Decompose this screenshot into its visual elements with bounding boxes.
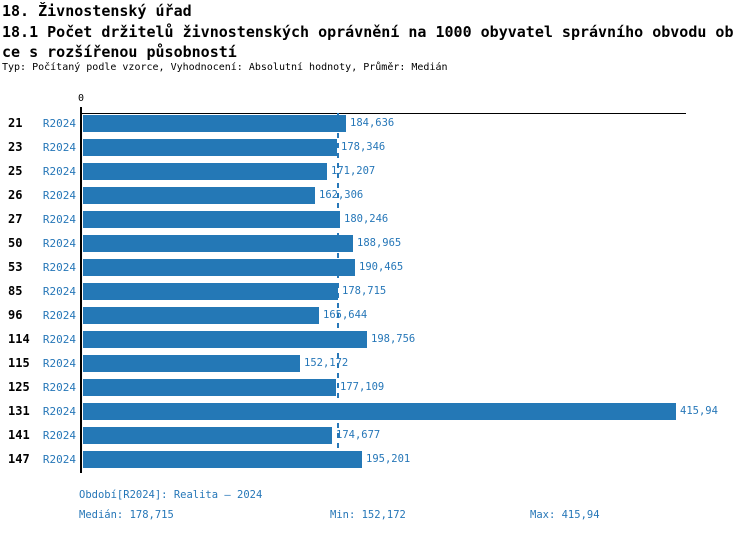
chart-row: 27 R2024 180,246 [0, 209, 750, 233]
chart-row: 115 R2024 152,172 [0, 353, 750, 377]
bar [83, 115, 346, 132]
x-axis-top-line [80, 113, 686, 114]
row-series-label: R2024 [42, 165, 76, 178]
median-dashed-line [337, 113, 339, 473]
row-series-label: R2024 [42, 453, 76, 466]
chart-row: 131 R2024 415,94 [0, 401, 750, 425]
row-category-label: 114 [8, 332, 30, 346]
bar [83, 259, 355, 276]
bar-value-label: 174,677 [336, 429, 381, 441]
page-subtitle-line1: 18.1 Počet držitelů živnostenských opráv… [2, 23, 734, 41]
bar [83, 163, 327, 180]
bar-value-label: 190,465 [359, 261, 404, 273]
row-series-label: R2024 [42, 141, 76, 154]
bar [83, 235, 353, 252]
chart-row: 21 R2024 184,636 [0, 113, 750, 137]
row-category-label: 21 [8, 116, 23, 130]
row-series-label: R2024 [42, 117, 76, 130]
row-series-label: R2024 [42, 333, 76, 346]
bar-value-label: 152,172 [304, 357, 349, 369]
row-category-label: 27 [8, 212, 23, 226]
footer-median-label: Medián: 178,715 [79, 509, 174, 521]
chart-row: 141 R2024 174,677 [0, 425, 750, 449]
bar-value-label: 177,109 [340, 381, 385, 393]
bar [83, 451, 362, 468]
bar-value-label: 184,636 [350, 117, 395, 129]
row-category-label: 115 [8, 356, 30, 370]
bar-value-label: 165,644 [323, 309, 368, 321]
row-category-label: 50 [8, 236, 23, 250]
chart-row: 23 R2024 178,346 [0, 137, 750, 161]
page-title: 18. Živnostenský úřad [2, 2, 192, 20]
row-series-label: R2024 [42, 429, 76, 442]
bar [83, 331, 367, 348]
page-subtitle-line2: ce s rozšířenou působností [2, 43, 237, 61]
page-subtitle: 18.1 Počet držitelů živnostenských opráv… [2, 22, 734, 62]
bar-value-label: 180,246 [344, 213, 389, 225]
bar [83, 427, 332, 444]
bar [83, 139, 337, 156]
bar [83, 355, 300, 372]
bar [83, 283, 338, 300]
row-series-label: R2024 [42, 381, 76, 394]
bar [83, 379, 336, 396]
row-category-label: 85 [8, 284, 23, 298]
row-category-label: 23 [8, 140, 23, 154]
y-axis-line [80, 107, 82, 473]
bar-value-label: 195,201 [366, 453, 411, 465]
row-series-label: R2024 [42, 285, 76, 298]
row-category-label: 147 [8, 452, 30, 466]
row-series-label: R2024 [42, 357, 76, 370]
bar-value-label: 198,756 [371, 333, 416, 345]
row-series-label: R2024 [42, 237, 76, 250]
chart-row: 96 R2024 165,644 [0, 305, 750, 329]
meta-line: Typ: Počítaný podle vzorce, Vyhodnocení:… [2, 62, 448, 73]
row-series-label: R2024 [42, 405, 76, 418]
row-series-label: R2024 [42, 213, 76, 226]
row-series-label: R2024 [42, 309, 76, 322]
row-category-label: 96 [8, 308, 23, 322]
chart-rows: 21 R2024 184,636 23 R2024 178,346 25 R20… [0, 113, 750, 473]
row-category-label: 125 [8, 380, 30, 394]
chart-row: 25 R2024 171,207 [0, 161, 750, 185]
row-category-label: 141 [8, 428, 30, 442]
chart-row: 114 R2024 198,756 [0, 329, 750, 353]
chart-row: 147 R2024 195,201 [0, 449, 750, 473]
chart-row: 26 R2024 162,306 [0, 185, 750, 209]
bar [83, 403, 676, 420]
chart-row: 85 R2024 178,715 [0, 281, 750, 305]
footer-max-label: Max: 415,94 [530, 509, 600, 521]
bar-value-label: 178,346 [341, 141, 386, 153]
row-category-label: 26 [8, 188, 23, 202]
bar [83, 307, 319, 324]
bar-value-label: 178,715 [342, 285, 387, 297]
footer-min-label: Min: 152,172 [330, 509, 406, 521]
row-category-label: 53 [8, 260, 23, 274]
bar-value-label: 171,207 [331, 165, 376, 177]
axis-zero-tick-label: 0 [77, 93, 85, 104]
bar [83, 187, 315, 204]
row-category-label: 25 [8, 164, 23, 178]
chart-row: 125 R2024 177,109 [0, 377, 750, 401]
bar-value-label: 188,965 [357, 237, 402, 249]
bar [83, 211, 340, 228]
chart-row: 53 R2024 190,465 [0, 257, 750, 281]
row-series-label: R2024 [42, 189, 76, 202]
row-category-label: 131 [8, 404, 30, 418]
footer-period-label: Období[R2024]: Realita – 2024 [79, 489, 263, 501]
bar-value-label: 162,306 [319, 189, 364, 201]
bar-value-label: 415,94 [680, 405, 718, 417]
chart-row: 50 R2024 188,965 [0, 233, 750, 257]
row-series-label: R2024 [42, 261, 76, 274]
